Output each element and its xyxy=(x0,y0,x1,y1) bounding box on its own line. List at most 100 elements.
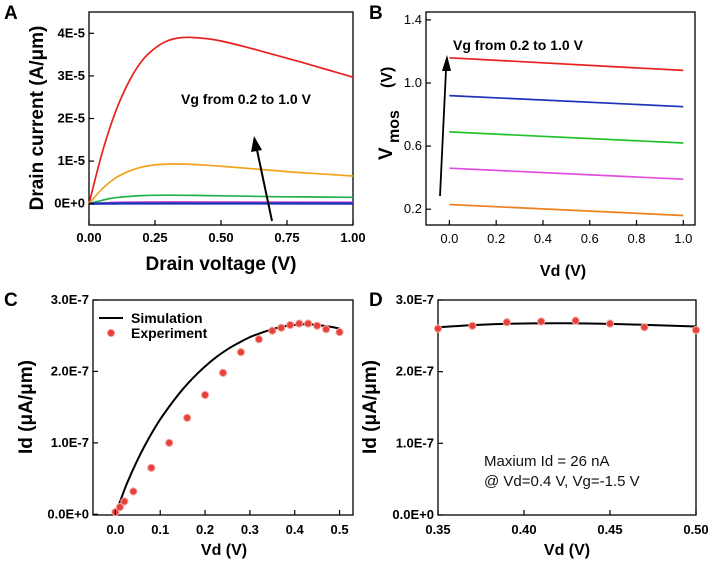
panel-c-experiment-point xyxy=(165,438,174,447)
panel-c-experiment-point xyxy=(295,319,304,328)
panel-c-experiment-point xyxy=(268,326,277,335)
panel-d-experiment-point xyxy=(502,318,511,327)
panel-a-chart: 0.00 0.25 0.50 0.75 1.00 0E+0 1E-5 2E-5 3E-5 4E-5… xyxy=(27,11,366,275)
panel-d-experiment-point xyxy=(537,317,546,326)
panel-b-frame xyxy=(425,11,696,226)
panel-b-xtick-label: 0.4 xyxy=(534,231,552,246)
panel-d-frame xyxy=(437,299,697,516)
panel-c-xtick-label: 0.1 xyxy=(151,522,169,537)
panel-b-ytick-label: 1.0 xyxy=(404,75,422,90)
panel-a-xtick-label: 0.00 xyxy=(76,230,101,245)
panel-b-series-Vg-0p8 xyxy=(449,94,684,108)
panel-a-ytick-label: 3E-5 xyxy=(58,68,85,83)
panel-d-experiment-point xyxy=(571,316,580,325)
panel-a-ytick-label: 4E-5 xyxy=(58,25,85,40)
panel-c-xlabel: Vd (V) xyxy=(201,542,247,559)
panel-d-simulation-line xyxy=(437,322,697,329)
panel-d-experiment-point xyxy=(605,319,615,328)
panel-c-xtick-label: 0.3 xyxy=(241,522,259,537)
panel-b-series-Vg-1p0 xyxy=(449,56,684,72)
panel-d-xtick-label: 0.40 xyxy=(511,522,536,537)
panel-b-xtick-label: 0.8 xyxy=(627,231,645,246)
panel-a-xtick-label: 0.50 xyxy=(208,230,233,245)
panel-b-xtick-label: 1.0 xyxy=(674,231,692,246)
panel-label-d: D xyxy=(369,290,383,311)
legend-experiment-marker xyxy=(106,328,116,338)
panel-d-experiment-point xyxy=(468,321,477,330)
panel-a-xtick-label: 1.00 xyxy=(340,230,365,245)
panel-d-ylabel: Id (μA/μm) xyxy=(360,360,381,454)
panel-d-chart: 0.35 0.40 0.45 0.50 0.0E+0 1.0E-7 2.0E-7 3.0E-7… xyxy=(360,292,709,559)
panel-b-ylabel-sub: mos xyxy=(386,110,403,143)
panel-b-xlabel: Vd (V) xyxy=(540,263,586,280)
panel-c-ytick-label: 2.0E-7 xyxy=(51,363,89,378)
panel-a-series-Vg-0p8 xyxy=(88,163,354,205)
panel-c-experiment-point xyxy=(313,321,322,330)
panel-d-ytick-label: 3.0E-7 xyxy=(396,292,434,307)
panel-d-experiment-point xyxy=(433,324,443,333)
panel-a-arrow-shaft xyxy=(256,149,273,222)
panel-c-experiment-point xyxy=(183,413,192,422)
panel-d-ytick-label: 2.0E-7 xyxy=(396,364,434,379)
legend-experiment-label: Experiment xyxy=(131,325,208,341)
panel-c-ytick-label: 0.0E+0 xyxy=(47,506,89,521)
panel-b-ytick-label: 0.6 xyxy=(404,138,422,153)
panel-c-experiment-point xyxy=(129,487,138,496)
panel-c-xtick-label: 0.2 xyxy=(196,522,214,537)
panel-b-xtick-label: 0.2 xyxy=(487,231,505,246)
panel-c-chart: 0.0 0.1 0.2 0.3 0.4 0.5 0.0E+0 1.0E-7 2.0E-7 3.0E… xyxy=(16,292,354,559)
panel-b-chart: 0.0 0.2 0.4 0.6 0.8 1.0 0.2 0.6 1.0 1.4 Vd (V) V … xyxy=(376,11,696,280)
panel-c-experiment-point xyxy=(322,325,331,334)
panel-b-series-Vg-0p4 xyxy=(449,167,684,181)
panel-c-simulation-line xyxy=(114,323,340,515)
legend-simulation-label: Simulation xyxy=(131,310,203,326)
panel-a-ytick-label: 1E-5 xyxy=(58,153,85,168)
panel-b-ytick-label: 1.4 xyxy=(404,12,422,27)
panel-label-b: B xyxy=(369,3,383,24)
panel-a-ytick-label: 0E+0 xyxy=(54,196,85,211)
panel-c-experiment-point xyxy=(286,320,295,330)
panel-c-experiment-point xyxy=(120,497,129,506)
panel-d-experiment-point xyxy=(640,323,649,332)
panel-c-experiment-point xyxy=(254,335,263,344)
panel-d-xtick-label: 0.50 xyxy=(683,522,708,537)
panel-a-series-Vg-0p6 xyxy=(88,194,354,205)
panel-b-ytick-label: 0.2 xyxy=(404,201,422,216)
panel-b-ylabel-main: V xyxy=(376,147,397,160)
panel-a-xtick-label: 0.75 xyxy=(274,230,299,245)
panel-b-series-Vg-0p2 xyxy=(449,203,684,217)
panel-c-xtick-label: 0.5 xyxy=(331,522,349,537)
panel-c-experiment-point xyxy=(218,368,228,377)
panel-c-ytick-label: 3.0E-7 xyxy=(51,292,89,307)
panel-b-ylabel-unit: (V) xyxy=(379,67,396,88)
panel-c-experiment-point xyxy=(236,348,246,357)
panel-d-ytick-label: 0.0E+0 xyxy=(392,507,434,522)
panel-b-arrow-head xyxy=(442,55,451,71)
panel-d-ytick-label: 1.0E-7 xyxy=(396,435,434,450)
panel-a-ytick-label: 2E-5 xyxy=(58,111,85,126)
panel-c-experiment-point xyxy=(200,390,210,400)
panel-d-annotation-line2: @ Vd=0.4 V, Vg=-1.5 V xyxy=(484,473,640,490)
panel-c-experiment-point xyxy=(277,323,286,332)
panel-c-experiment-point xyxy=(304,319,313,328)
panel-c-legend: Simulation Experiment xyxy=(99,310,208,341)
panel-b-xtick-label: 0.6 xyxy=(581,231,599,246)
panel-d-experiment-point xyxy=(691,326,701,335)
panel-b-ylabel: V mos (V) xyxy=(376,67,403,160)
panel-a-ylabel: Drain current (A/μm) xyxy=(27,26,48,211)
panel-d-xtick-label: 0.35 xyxy=(425,522,450,537)
panel-c-xtick-label: 0.4 xyxy=(286,522,305,537)
panel-c-experiment-point xyxy=(147,463,156,472)
panel-a-xtick-label: 0.25 xyxy=(142,230,167,245)
panel-c-ylabel: Id (μA/μm) xyxy=(16,360,37,454)
panel-c-experiment-point xyxy=(115,503,124,512)
panel-d-xtick-label: 0.45 xyxy=(597,522,622,537)
panel-b-xtick-label: 0.0 xyxy=(440,231,458,246)
panel-a-frame xyxy=(88,11,354,226)
panel-c-ytick-label: 1.0E-7 xyxy=(51,435,89,450)
panel-c-frame xyxy=(92,299,354,516)
panel-d-annotation-line1: Maxium Id = 26 nA xyxy=(484,453,609,470)
panel-a-annotation: Vg from 0.2 to 1.0 V xyxy=(181,91,312,107)
panel-a-arrow-head xyxy=(251,136,262,152)
